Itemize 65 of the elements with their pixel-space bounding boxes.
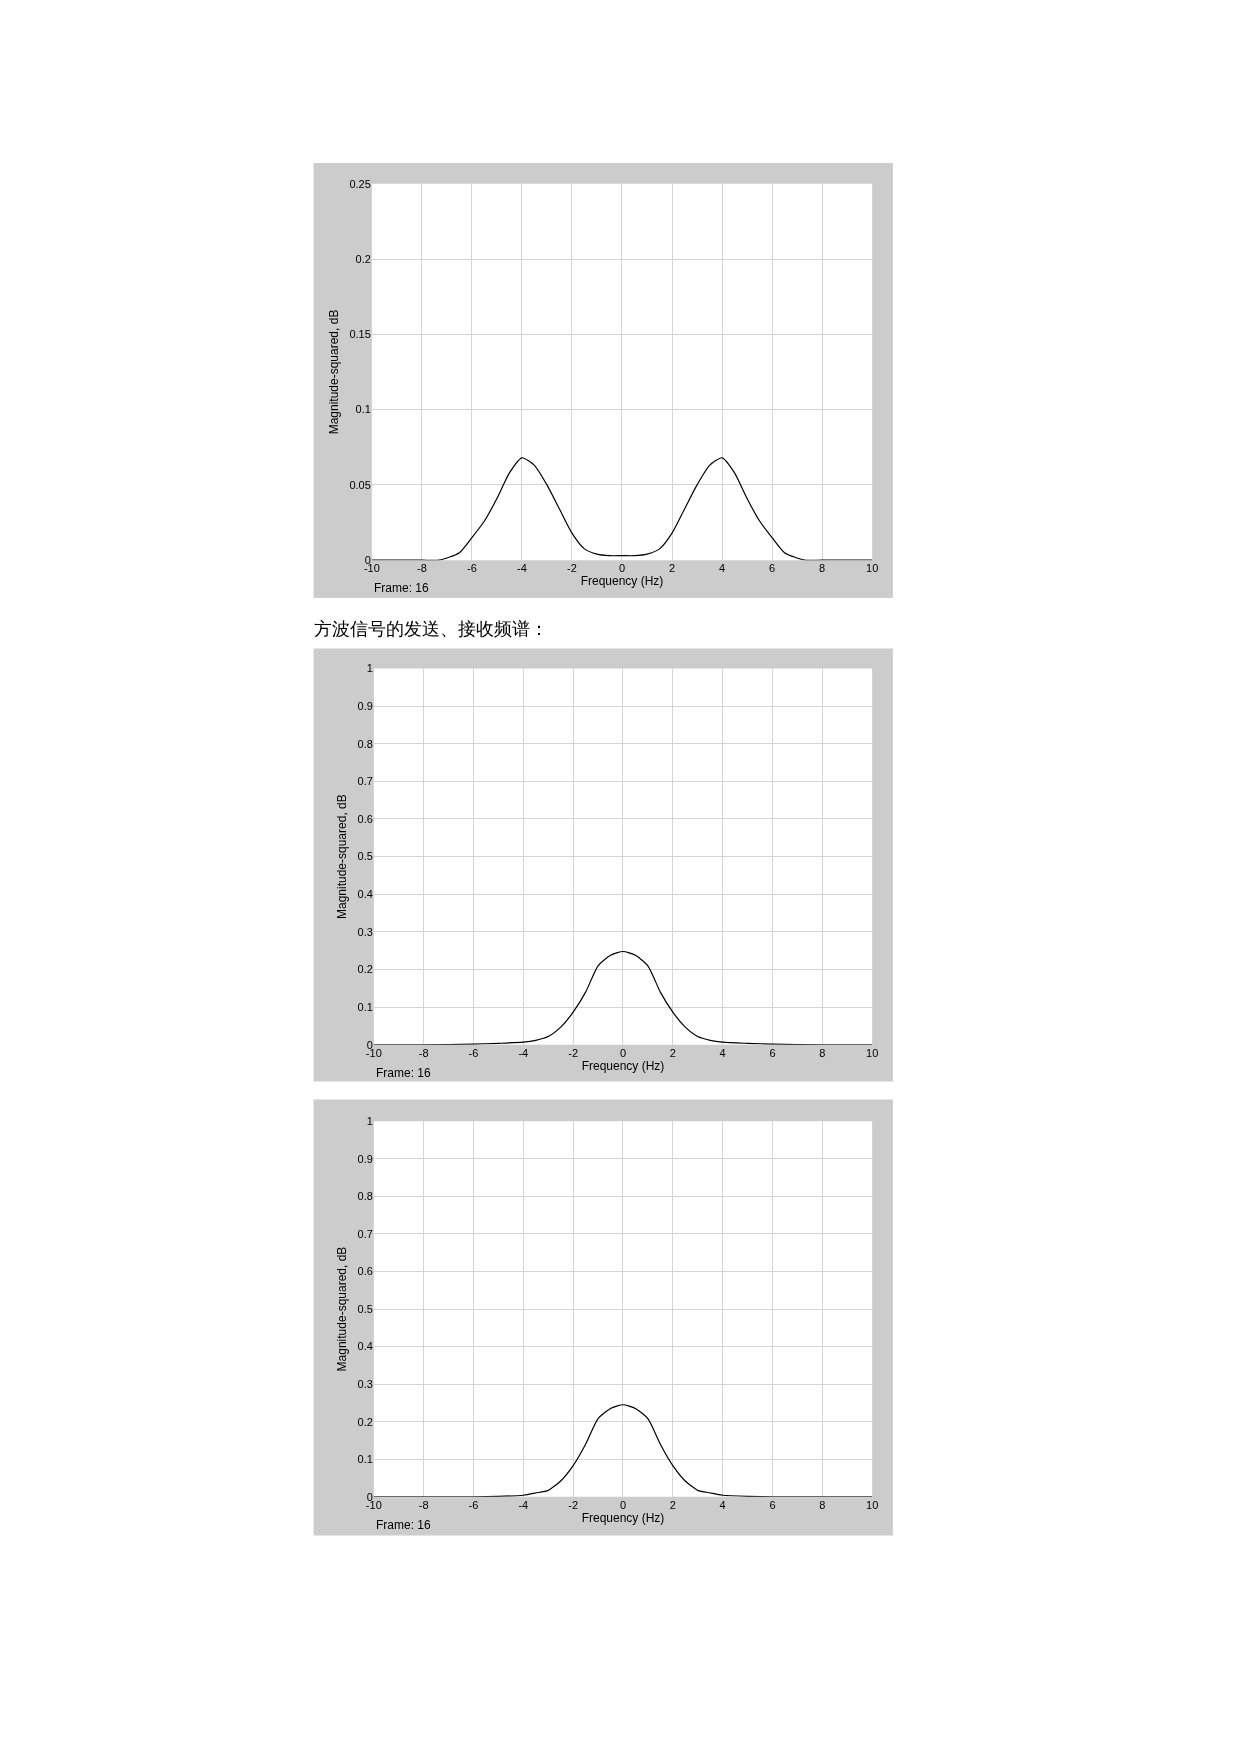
y-tick-label: 1 [366,662,373,675]
y-tick-label: 0.25 [349,177,371,190]
x-tick-label: 6 [769,1498,776,1511]
x-tick-label: -8 [418,1046,429,1059]
y-tick-label: 0.3 [357,925,373,938]
x-tick-label: 8 [819,1498,826,1511]
x-tick-label: 2 [668,562,676,575]
x-tick-label: 6 [769,562,776,575]
y-tick-label: 0.7 [357,775,373,788]
x-tick-label: -6 [468,1046,479,1059]
x-tick-label: 0 [619,1498,627,1511]
y-tick-label: 0.1 [357,1453,373,1466]
x-tick-label: 8 [819,562,826,575]
x-tick-label: -4 [517,562,527,575]
y-tick-label: 0.8 [357,737,373,750]
y-tick-label: 0.6 [357,1265,373,1278]
y-axis-title: Magnitude-squared, dB [326,309,341,435]
y-tick-label: 0.2 [355,252,371,265]
y-tick-label: 0.5 [357,850,373,863]
y-axis-title: Magnitude-squared, dB [334,1246,349,1372]
x-tick-label: -4 [518,1046,529,1059]
x-tick-label: 0 [618,562,626,575]
y-tick-label: 0.5 [357,1302,373,1315]
chart-title: 方波信号的发送、接收频谱： [314,618,548,639]
y-tick-label: 0.4 [357,888,373,901]
text: Frame: 16 [376,1066,432,1080]
y-tick-label: 0.9 [357,699,373,712]
x-tick-label: -8 [416,562,427,575]
y-tick-label: 0.2 [357,963,373,976]
x-tick-label: 10 [866,1046,879,1059]
text: Frame: 16 [376,1518,432,1532]
y-tick-label: 0.1 [355,403,371,416]
x-tick-label: 4 [719,1046,726,1059]
text: Frame: 16 [374,581,430,595]
x-tick-label: 4 [719,1498,726,1511]
y-tick-label: 0.1 [357,1001,373,1014]
y-tick-label: 0.8 [357,1190,373,1203]
y-tick-label: 0.3 [357,1377,373,1390]
x-tick-label: 4 [718,562,726,575]
y-tick-label: 0.6 [357,812,373,825]
x-axis-title: Frequency (Hz) [580,574,664,589]
x-tick-label: -2 [568,1498,579,1511]
x-tick-label: 10 [866,562,879,575]
x-tick-label: 8 [819,1046,826,1059]
y-tick-label: 0.9 [357,1152,373,1165]
x-tick-label: 10 [866,1498,879,1511]
x-tick-label: -6 [467,562,477,575]
x-tick-label: 2 [669,1498,676,1511]
y-tick-label: 0.7 [357,1227,373,1240]
y-tick-label: 1 [366,1115,373,1128]
y-tick-label: 0.4 [357,1340,373,1353]
y-axis-title: Magnitude-squared, dB [334,794,349,920]
x-tick-label: -2 [567,562,577,575]
x-tick-label: -8 [418,1498,429,1511]
x-tick-label: -2 [568,1046,579,1059]
y-tick-label: 0.05 [349,478,371,491]
x-tick-label: 0 [619,1046,627,1059]
x-axis-title: Frequency (Hz) [581,1058,665,1073]
x-tick-label: 6 [769,1046,776,1059]
x-axis-title: Frequency (Hz) [581,1510,665,1525]
y-tick-label: 0.2 [357,1415,373,1428]
x-tick-label: -6 [468,1498,479,1511]
x-tick-label: 2 [669,1046,676,1059]
x-tick-label: -4 [518,1498,529,1511]
y-tick-label: 0.15 [349,328,371,341]
